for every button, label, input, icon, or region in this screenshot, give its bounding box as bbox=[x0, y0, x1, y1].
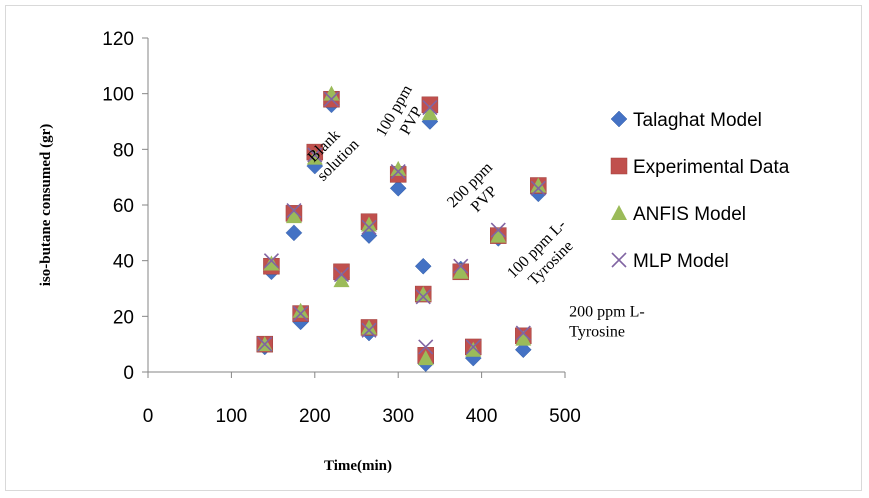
data-marks bbox=[256, 85, 547, 373]
mlp-model-point bbox=[286, 203, 302, 219]
legend-experimental-data-marker bbox=[610, 157, 628, 175]
anfis-model-point bbox=[415, 286, 432, 302]
mlp-model-point bbox=[465, 339, 481, 355]
legend: Talaghat Model Experimental Data ANFIS Mod… bbox=[610, 110, 790, 272]
mlp-model-point bbox=[257, 336, 273, 352]
mlp-model-point bbox=[390, 164, 406, 180]
y-tick-label: 80 bbox=[113, 140, 134, 161]
anfis-model-point bbox=[263, 255, 280, 271]
legend-talaghat-model-label: Talaghat Model bbox=[633, 110, 762, 131]
x-tick-label: 400 bbox=[466, 406, 498, 427]
legend-anfis-model-label: ANFIS Model bbox=[633, 204, 746, 225]
anfis-model-point bbox=[323, 85, 340, 101]
x-axis-title: Time(min) bbox=[324, 458, 392, 474]
svg-text:100 ppm L-Tyrosine: 100 ppm L-Tyrosine bbox=[504, 216, 584, 296]
x-tick-label: 500 bbox=[549, 406, 581, 427]
legend-talaghat-model-marker bbox=[610, 110, 628, 128]
legend-experimental-data-label: Experimental Data bbox=[633, 157, 790, 178]
svg-text:200 ppmPVP: 200 ppmPVP bbox=[444, 159, 510, 225]
mlp-model-point bbox=[361, 219, 377, 235]
mlp-model-point bbox=[422, 100, 438, 116]
y-tick-label: 120 bbox=[102, 29, 134, 50]
y-tick-label: 20 bbox=[113, 307, 134, 328]
legend-anfis-model-marker bbox=[611, 205, 627, 220]
anfis-model-point bbox=[417, 350, 434, 366]
mlp-model-point bbox=[323, 91, 340, 107]
mlp-model-point bbox=[490, 222, 506, 238]
legend-mlp-model-label: MLP Model bbox=[633, 251, 729, 272]
tick-labels: 0 20 40 60 80 100 120 0 100 200 300 400 500 bbox=[102, 29, 581, 427]
anfis-model-point bbox=[306, 149, 323, 165]
svg-text:100 ppmPVP: 100 ppmPVP bbox=[373, 82, 434, 150]
annotation-label: 200 ppmPVP bbox=[444, 159, 510, 225]
legend-mlp-model-marker bbox=[611, 252, 627, 268]
talaghat-model-point bbox=[389, 179, 407, 197]
mlp-model-point bbox=[333, 267, 350, 283]
y-tick-label: 100 bbox=[102, 85, 134, 106]
anfis-model-point bbox=[361, 319, 378, 335]
svg-text:200 ppm L-Tyrosine: 200 ppm L-Tyrosine bbox=[569, 303, 645, 340]
annotation-label: 100 ppm L-Tyrosine bbox=[504, 216, 584, 296]
anfis-model-point bbox=[361, 216, 378, 232]
anfis-model-point bbox=[465, 341, 482, 357]
anfis-model-point bbox=[285, 208, 302, 224]
anfis-model-point bbox=[515, 330, 532, 346]
x-tick-label: 300 bbox=[382, 406, 414, 427]
x-tick-label: 200 bbox=[299, 406, 331, 427]
mlp-model-point bbox=[263, 253, 279, 269]
mlp-model-point bbox=[307, 147, 323, 163]
anfis-model-point bbox=[530, 177, 547, 193]
anfis-model-point bbox=[452, 263, 469, 279]
annotation-label: 200 ppm L-Tyrosine bbox=[569, 303, 645, 340]
mlp-model-point bbox=[293, 305, 309, 322]
mlp-model-point bbox=[415, 289, 431, 305]
x-tick-label: 100 bbox=[216, 406, 248, 427]
talaghat-model-point bbox=[514, 341, 532, 359]
x-tick-label: 0 bbox=[143, 406, 154, 427]
mlp-model-point bbox=[515, 325, 531, 341]
anfis-model-point bbox=[421, 105, 438, 121]
talaghat-model-point bbox=[285, 224, 303, 242]
talaghat-model-point bbox=[414, 257, 432, 275]
anfis-model-point bbox=[333, 272, 350, 288]
y-tick-label: 0 bbox=[123, 363, 134, 384]
y-tick-label: 40 bbox=[113, 252, 134, 273]
svg-text:Blanksolution: Blanksolution bbox=[300, 122, 363, 185]
anfis-model-point bbox=[292, 302, 309, 318]
annotation-label: Blanksolution bbox=[300, 122, 363, 185]
anfis-model-point bbox=[490, 227, 507, 243]
y-tick-label: 60 bbox=[113, 196, 134, 217]
mlp-model-point bbox=[361, 322, 377, 338]
mlp-model-point bbox=[418, 339, 434, 355]
y-axis-title: iso-butane consumed (gr) bbox=[38, 124, 54, 287]
mlp-model-point bbox=[453, 258, 469, 274]
mlp-model-point bbox=[530, 180, 546, 196]
anfis-model-point bbox=[390, 160, 407, 176]
axes bbox=[142, 37, 566, 378]
annotation-label: 100 ppmPVP bbox=[373, 82, 434, 150]
